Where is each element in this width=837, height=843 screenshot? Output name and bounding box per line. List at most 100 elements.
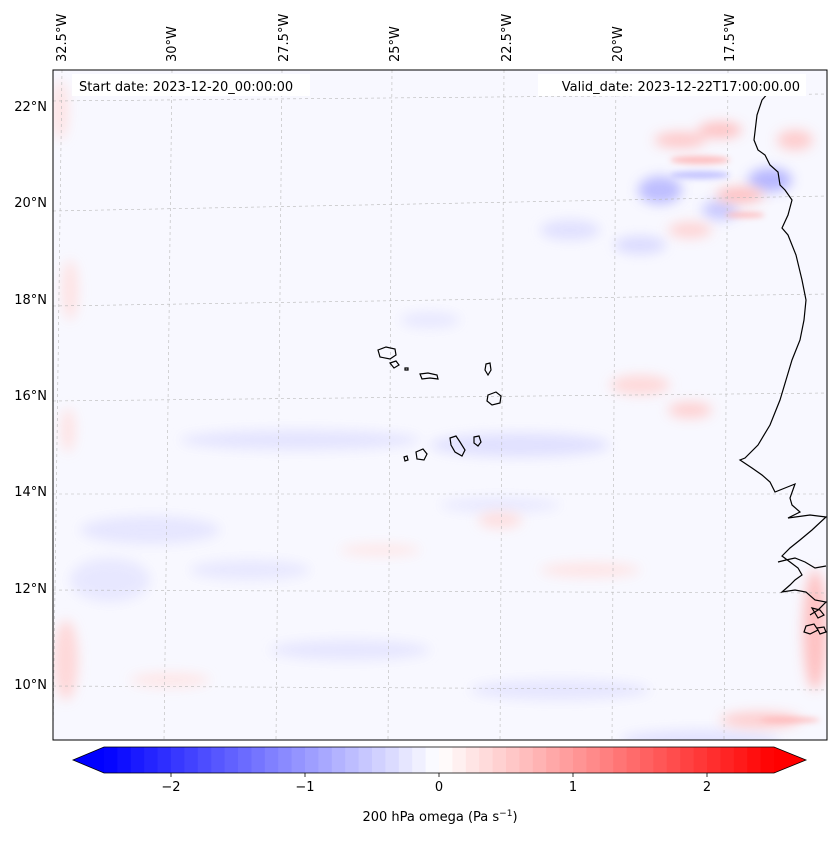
colorbar-cell: [546, 747, 561, 773]
lon-label: 30°W: [165, 26, 180, 62]
colorbar-label-text: 200 hPa omega (Pa s: [362, 810, 499, 825]
omega-field: [53, 80, 827, 740]
longitude-labels: 32.5°W 30°W 27.5°W 25°W 22.5°W 20°W 17.5…: [55, 14, 738, 62]
colorbar-cell: [318, 747, 333, 773]
lat-label: 18°N: [14, 293, 47, 308]
colorbar-cell: [479, 747, 494, 773]
lon-label: 27.5°W: [277, 14, 292, 62]
lon-label: 20°W: [611, 26, 626, 62]
colorbar-cell: [264, 747, 279, 773]
colorbar-cell: [291, 747, 306, 773]
coastlines: [377, 91, 827, 635]
lat-label: 12°N: [14, 582, 47, 597]
colorbar-cell: [680, 747, 695, 773]
colorbar-cell: [104, 747, 118, 773]
colorbar-cell: [465, 747, 480, 773]
colorbar-cell: [586, 747, 601, 773]
colorbar-cell: [117, 747, 132, 773]
colorbar-cell: [693, 747, 708, 773]
valid-date-box: [538, 74, 806, 96]
coastline-detail: [777, 557, 827, 569]
brava-island: [403, 455, 409, 462]
colorbar-cell: [224, 747, 239, 773]
colorbar-tick-label: −1: [295, 780, 314, 795]
colorbar-cells: [104, 747, 775, 773]
colorbar-cell: [130, 747, 145, 773]
colorbar-cell: [573, 747, 587, 773]
colorbar-tick-label: 1: [569, 780, 577, 795]
colorbar-tick-label: −2: [161, 780, 180, 795]
colorbar-cell: [492, 747, 507, 773]
lat-label: 10°N: [14, 678, 47, 693]
colorbar-cell: [640, 747, 654, 773]
lon-label: 32.5°W: [55, 14, 70, 62]
colorbar-cell: [184, 747, 199, 773]
colorbar-ticks: −2 −1 0 1 2: [161, 773, 711, 795]
graticule: [53, 70, 827, 740]
colorbar-cell: [425, 747, 440, 773]
colorbar-cell: [733, 747, 748, 773]
colorbar-cell: [653, 747, 668, 773]
colorbar-label-suffix: ): [512, 810, 517, 825]
lat-label: 16°N: [14, 389, 47, 404]
lat-label: 14°N: [14, 485, 47, 500]
colorbar-cell: [372, 747, 386, 773]
lon-label: 22.5°W: [500, 14, 515, 62]
lon-label: 17.5°W: [723, 14, 738, 62]
colorbar-cell: [211, 747, 226, 773]
colorbar-cell: [506, 747, 520, 773]
colorbar-cell: [452, 747, 467, 773]
colorbar-cell: [385, 747, 400, 773]
colorbar-cell: [398, 747, 413, 773]
colorbar-cell: [720, 747, 735, 773]
colorbar-tick-label: 0: [435, 780, 443, 795]
lat-label: 22°N: [14, 100, 47, 115]
maio-island: [473, 435, 482, 447]
latitude-labels: 22°N 20°N 18°N 16°N 14°N 12°N 10°N: [14, 100, 47, 693]
sal-island: [484, 362, 492, 377]
colorbar-cell: [171, 747, 185, 773]
colorbar-cell: [439, 747, 453, 773]
boa-vista-island: [486, 391, 502, 406]
santo-antao-island: [377, 346, 397, 360]
map-background: [53, 70, 827, 740]
colorbar-cell: [278, 747, 293, 773]
west-africa-coastline: [738, 91, 827, 616]
colorbar-cell: [519, 747, 534, 773]
colorbar-label: 200 hPa omega (Pa s−1): [362, 809, 517, 825]
colorbar-low-extend: [73, 747, 104, 773]
fogo-island: [415, 448, 428, 461]
map-panel: Start date: 2023-12-20_00:00:00 Valid_da…: [52, 69, 828, 741]
colorbar-tick-label: 2: [703, 780, 711, 795]
lon-label: 25°W: [388, 26, 403, 62]
colorbar-cell: [345, 747, 360, 773]
colorbar-label-exponent: −1: [499, 809, 512, 819]
colorbar-cell: [666, 747, 681, 773]
colorbar-cell: [197, 747, 212, 773]
colorbar-cell: [157, 747, 172, 773]
colorbar-cell: [626, 747, 641, 773]
colorbar-cell: [238, 747, 252, 773]
colorbar-high-extend: [774, 747, 806, 773]
colorbar: −2 −1 0 1 2 200 hPa omega (Pa s−1): [71, 746, 808, 825]
map-frame: [52, 69, 828, 741]
colorbar-cell: [747, 747, 762, 773]
colorbar-cell: [358, 747, 373, 773]
valid-date-label: Valid_date: 2023-12-22T17:00:00.00: [562, 80, 800, 95]
colorbar-cell: [412, 747, 427, 773]
colorbar-cell: [707, 747, 721, 773]
colorbar-cell: [559, 747, 574, 773]
lat-label: 20°N: [14, 196, 47, 211]
santa-luzia-island: [404, 367, 409, 371]
colorbar-cell: [532, 747, 547, 773]
colorbar-cell: [144, 747, 159, 773]
colorbar-cell: [305, 747, 319, 773]
bijagos-islands: [803, 607, 827, 635]
colorbar-cell: [599, 747, 614, 773]
colorbar-cell: [251, 747, 266, 773]
colorbar-cell: [760, 747, 775, 773]
colorbar-outline: [71, 746, 808, 774]
santiago-island: [449, 435, 466, 457]
colorbar-cell: [613, 747, 628, 773]
